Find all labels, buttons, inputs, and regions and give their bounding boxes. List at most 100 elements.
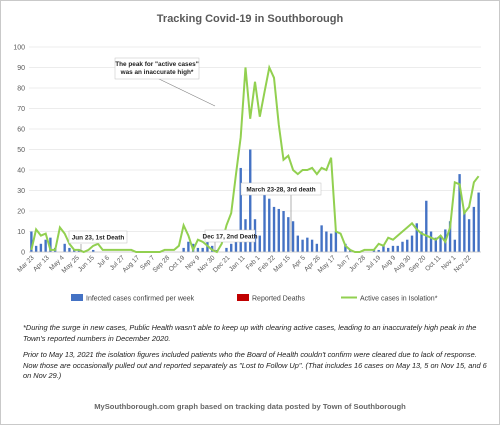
annotation-peak-text: The peak for "active cases" was an inaccu… [115, 61, 199, 76]
bar [73, 249, 76, 252]
bar [382, 245, 385, 252]
bar [92, 249, 95, 252]
x-tick-label: Apr 13 [32, 254, 51, 273]
source-credit: MySouthborough.com graph based on tracki… [94, 402, 406, 411]
bar [225, 247, 228, 252]
bar [410, 235, 414, 252]
line-series-active-cases [30, 64, 480, 254]
x-tick-label: Jul 19 [365, 254, 383, 272]
chart-svg: Tracking Covid-19 in Southborough 0 10 20 3… [13, 13, 481, 303]
y-tick-label: 0 [21, 250, 25, 257]
bar [68, 247, 71, 252]
bar [258, 235, 261, 252]
bar [325, 231, 328, 252]
bar [406, 239, 409, 252]
bar [391, 245, 395, 252]
y-tick-label: 50 [17, 147, 25, 154]
bar [334, 231, 338, 252]
y-tick-label: 20 [17, 209, 25, 216]
y-tick-label: 80 [17, 86, 25, 93]
legend: Infected cases confirmed per week Report… [71, 294, 438, 303]
annotation-second-death-text: Dec 17, 2nd Death [202, 234, 257, 241]
bar [39, 243, 43, 252]
bar [429, 231, 433, 252]
bar [401, 241, 404, 252]
bar [291, 221, 295, 252]
bar [387, 247, 390, 252]
y-tick-label: 100 [13, 45, 25, 52]
bar [377, 249, 380, 252]
bar [315, 243, 319, 252]
annotation-third-death: March 23-28, 3rd death [240, 182, 322, 251]
bar [263, 186, 266, 252]
bar [49, 237, 52, 252]
x-tick-label: Mar 23 [16, 254, 36, 274]
bar [344, 243, 347, 252]
bar [34, 245, 38, 252]
x-tick-label: Aug 17 [121, 254, 141, 274]
bar [268, 198, 271, 252]
bar [477, 192, 480, 252]
bar [287, 217, 290, 252]
legend-label-active: Active cases in Isolation* [360, 296, 438, 303]
x-tick-label: Mar 15 [272, 254, 292, 274]
bar [44, 239, 47, 252]
bar [277, 208, 280, 252]
annotation-second-death: Dec 17, 2nd Death [202, 229, 258, 251]
x-tick-label: Dec 21 [212, 254, 232, 274]
bar [448, 221, 452, 252]
x-tick-label: Sep 28 [152, 254, 172, 274]
annotation-first-death: Jun 23, 1st Death [68, 230, 128, 251]
y-tick-label: 30 [17, 188, 25, 195]
y-tick-label: 10 [17, 229, 25, 236]
bar [301, 239, 304, 252]
y-tick-label: 60 [17, 127, 25, 134]
y-tick-label: 90 [17, 65, 25, 72]
bar [420, 231, 423, 252]
x-tick-label: Oct 19 [168, 254, 187, 273]
bar [415, 223, 418, 252]
legend-label-infected: Infected cases confirmed per week [86, 296, 195, 303]
y-tick-label: 70 [17, 106, 25, 113]
annotation-peak: The peak for "active cases" was an inaccu… [114, 57, 216, 107]
y-axis-tick-labels: 0 10 20 30 40 50 60 70 80 90 100 [13, 45, 25, 257]
bar [453, 239, 457, 252]
bar [439, 235, 442, 252]
bar [206, 233, 209, 252]
bar [272, 206, 276, 252]
bar [63, 243, 66, 252]
legend-swatch-deaths [237, 294, 249, 301]
bar [234, 233, 238, 252]
bar [329, 233, 333, 252]
bar [282, 211, 285, 252]
bar [196, 247, 200, 252]
x-tick-label: Sep 20 [408, 254, 428, 274]
x-tick-label: Nov 22 [453, 254, 473, 274]
bar [425, 200, 428, 252]
bar [396, 245, 399, 252]
bar [201, 247, 204, 252]
footnote-peak: *During the surge in new cases, Public H… [23, 323, 477, 343]
bar [249, 149, 252, 252]
x-tick-label: Jun 15 [77, 254, 96, 273]
legend-swatch-infected [71, 294, 83, 301]
bar [372, 249, 376, 252]
annotation-third-death-text: March 23-28, 3rd death [246, 187, 315, 194]
bar [306, 237, 309, 252]
bar [472, 206, 476, 252]
x-tick-label: Jan 11 [228, 254, 247, 273]
bar [434, 237, 437, 252]
x-tick-label: Oct 11 [424, 254, 443, 273]
bar [182, 247, 185, 252]
x-tick-label: Jun 28 [348, 254, 367, 273]
annotation-first-death-text: Jun 23, 1st Death [72, 235, 125, 242]
bar [239, 167, 242, 252]
bar [467, 219, 471, 252]
y-tick-label: 40 [17, 168, 25, 175]
bar [296, 235, 300, 252]
bar [187, 241, 190, 252]
bar [458, 174, 461, 252]
gridlines [29, 46, 481, 232]
bar [30, 231, 33, 252]
